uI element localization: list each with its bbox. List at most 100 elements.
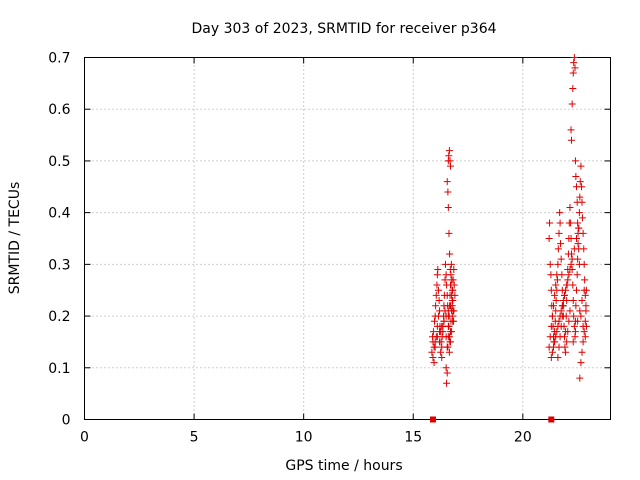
data-point <box>429 353 437 361</box>
data-point <box>444 333 452 341</box>
data-point <box>552 297 560 305</box>
data-point <box>581 317 589 325</box>
data-point <box>581 333 589 341</box>
data-point <box>448 286 456 294</box>
data-point <box>545 343 553 351</box>
data-point <box>575 209 583 217</box>
data-point <box>548 312 556 320</box>
data-point <box>567 219 575 227</box>
data-point <box>433 333 441 341</box>
data-point <box>571 64 579 72</box>
data-point <box>441 276 449 284</box>
data-point <box>552 281 560 289</box>
data-point <box>575 224 583 232</box>
data-point <box>574 219 582 227</box>
data-point <box>579 338 587 346</box>
data-point <box>570 312 578 320</box>
data-point <box>554 245 562 253</box>
data-point <box>577 312 585 320</box>
data-point <box>445 152 453 160</box>
data-point <box>576 374 584 382</box>
data-point <box>554 353 562 361</box>
data-point <box>446 266 454 274</box>
y-tick-label: 0.2 <box>48 309 70 325</box>
data-point <box>443 379 451 387</box>
data-point <box>572 172 580 180</box>
data-point <box>553 328 561 336</box>
x-tick-label: 20 <box>514 430 532 446</box>
data-point <box>573 235 581 242</box>
data-point <box>556 333 564 341</box>
data-point <box>557 255 565 263</box>
data-point <box>547 271 555 279</box>
data-point <box>447 162 455 170</box>
data-point <box>431 338 439 346</box>
data-point <box>434 286 442 294</box>
data-point <box>437 348 445 356</box>
data-point <box>433 281 441 289</box>
data-point <box>557 240 565 248</box>
data-point <box>551 291 559 299</box>
data-point <box>432 291 440 299</box>
data-point <box>557 307 565 315</box>
data-point <box>575 260 583 268</box>
data-point <box>571 157 579 165</box>
data-point <box>569 281 577 289</box>
data-point <box>435 297 443 305</box>
data-point <box>446 291 454 299</box>
data-point <box>448 276 456 284</box>
data-point <box>564 276 572 284</box>
data-point <box>447 271 455 279</box>
data-point <box>581 291 589 299</box>
y-tick-label: 0.7 <box>48 51 70 67</box>
data-point <box>429 328 437 336</box>
x-tick-label: 15 <box>404 430 422 446</box>
x-tick-label: 5 <box>190 430 199 446</box>
data-point <box>438 322 446 330</box>
data-point <box>574 240 582 248</box>
data-point <box>574 229 582 237</box>
data-point <box>577 162 585 170</box>
data-point <box>444 307 452 315</box>
data-point <box>563 281 571 289</box>
data-point <box>446 250 454 258</box>
y-tick-label: 0.1 <box>48 361 70 377</box>
data-point <box>562 348 570 356</box>
data-point <box>575 245 583 253</box>
x-tick-label: 0 <box>80 430 89 446</box>
y-tick-label: 0.5 <box>48 154 70 170</box>
data-point <box>442 364 450 372</box>
data-point <box>573 183 581 191</box>
data-point <box>442 312 450 320</box>
data-point <box>563 338 571 346</box>
data-point <box>441 260 449 268</box>
data-point <box>570 322 578 330</box>
data-point <box>560 291 568 299</box>
data-point <box>440 317 448 325</box>
x-axis-title: GPS time / hours <box>285 458 402 474</box>
data-point <box>580 328 588 336</box>
data-point <box>547 353 555 361</box>
data-point <box>569 338 577 346</box>
data-point <box>569 297 577 305</box>
data-point <box>577 359 585 367</box>
data-point <box>573 198 581 206</box>
data-point <box>579 322 587 330</box>
data-point <box>576 178 584 186</box>
data-point <box>432 302 440 310</box>
data-point <box>445 322 453 330</box>
data-point <box>551 338 559 346</box>
data-point <box>431 317 439 325</box>
data-point <box>581 276 589 284</box>
data-point <box>568 255 576 263</box>
data-point-zero <box>548 416 555 423</box>
data-point <box>450 317 458 325</box>
x-tick-label: 10 <box>295 430 313 446</box>
data-point <box>447 281 455 289</box>
data-point <box>578 348 586 356</box>
data-point <box>567 250 575 258</box>
data-point <box>576 307 584 315</box>
data-point <box>568 100 576 108</box>
x-axis-ticks: 0 5 10 15 20 <box>80 57 532 446</box>
